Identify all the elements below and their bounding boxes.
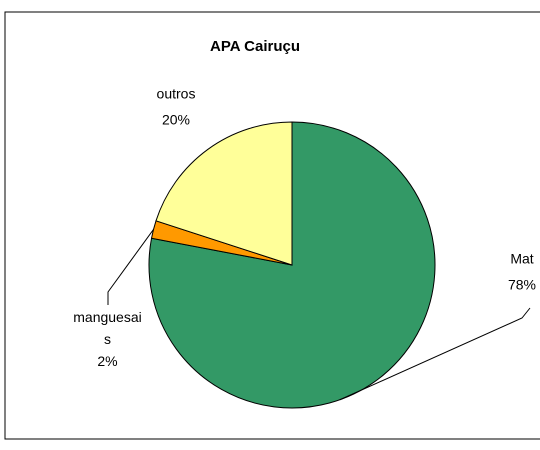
leader-line — [339, 307, 531, 401]
label-box: manguesais 2% — [71, 306, 145, 372]
pie-slice — [155, 121, 293, 266]
value-label: 20% — [162, 112, 190, 128]
value-label: 2% — [97, 353, 118, 369]
chart-title: APA Cairuçu — [210, 38, 300, 55]
category-label: manguesais — [73, 309, 142, 347]
label: manguesais 2% — [71, 306, 145, 372]
value-label: 78% — [508, 277, 536, 293]
category-label: outros — [157, 86, 196, 102]
leader-line — [107, 229, 154, 305]
category-label: Mat — [510, 251, 533, 267]
